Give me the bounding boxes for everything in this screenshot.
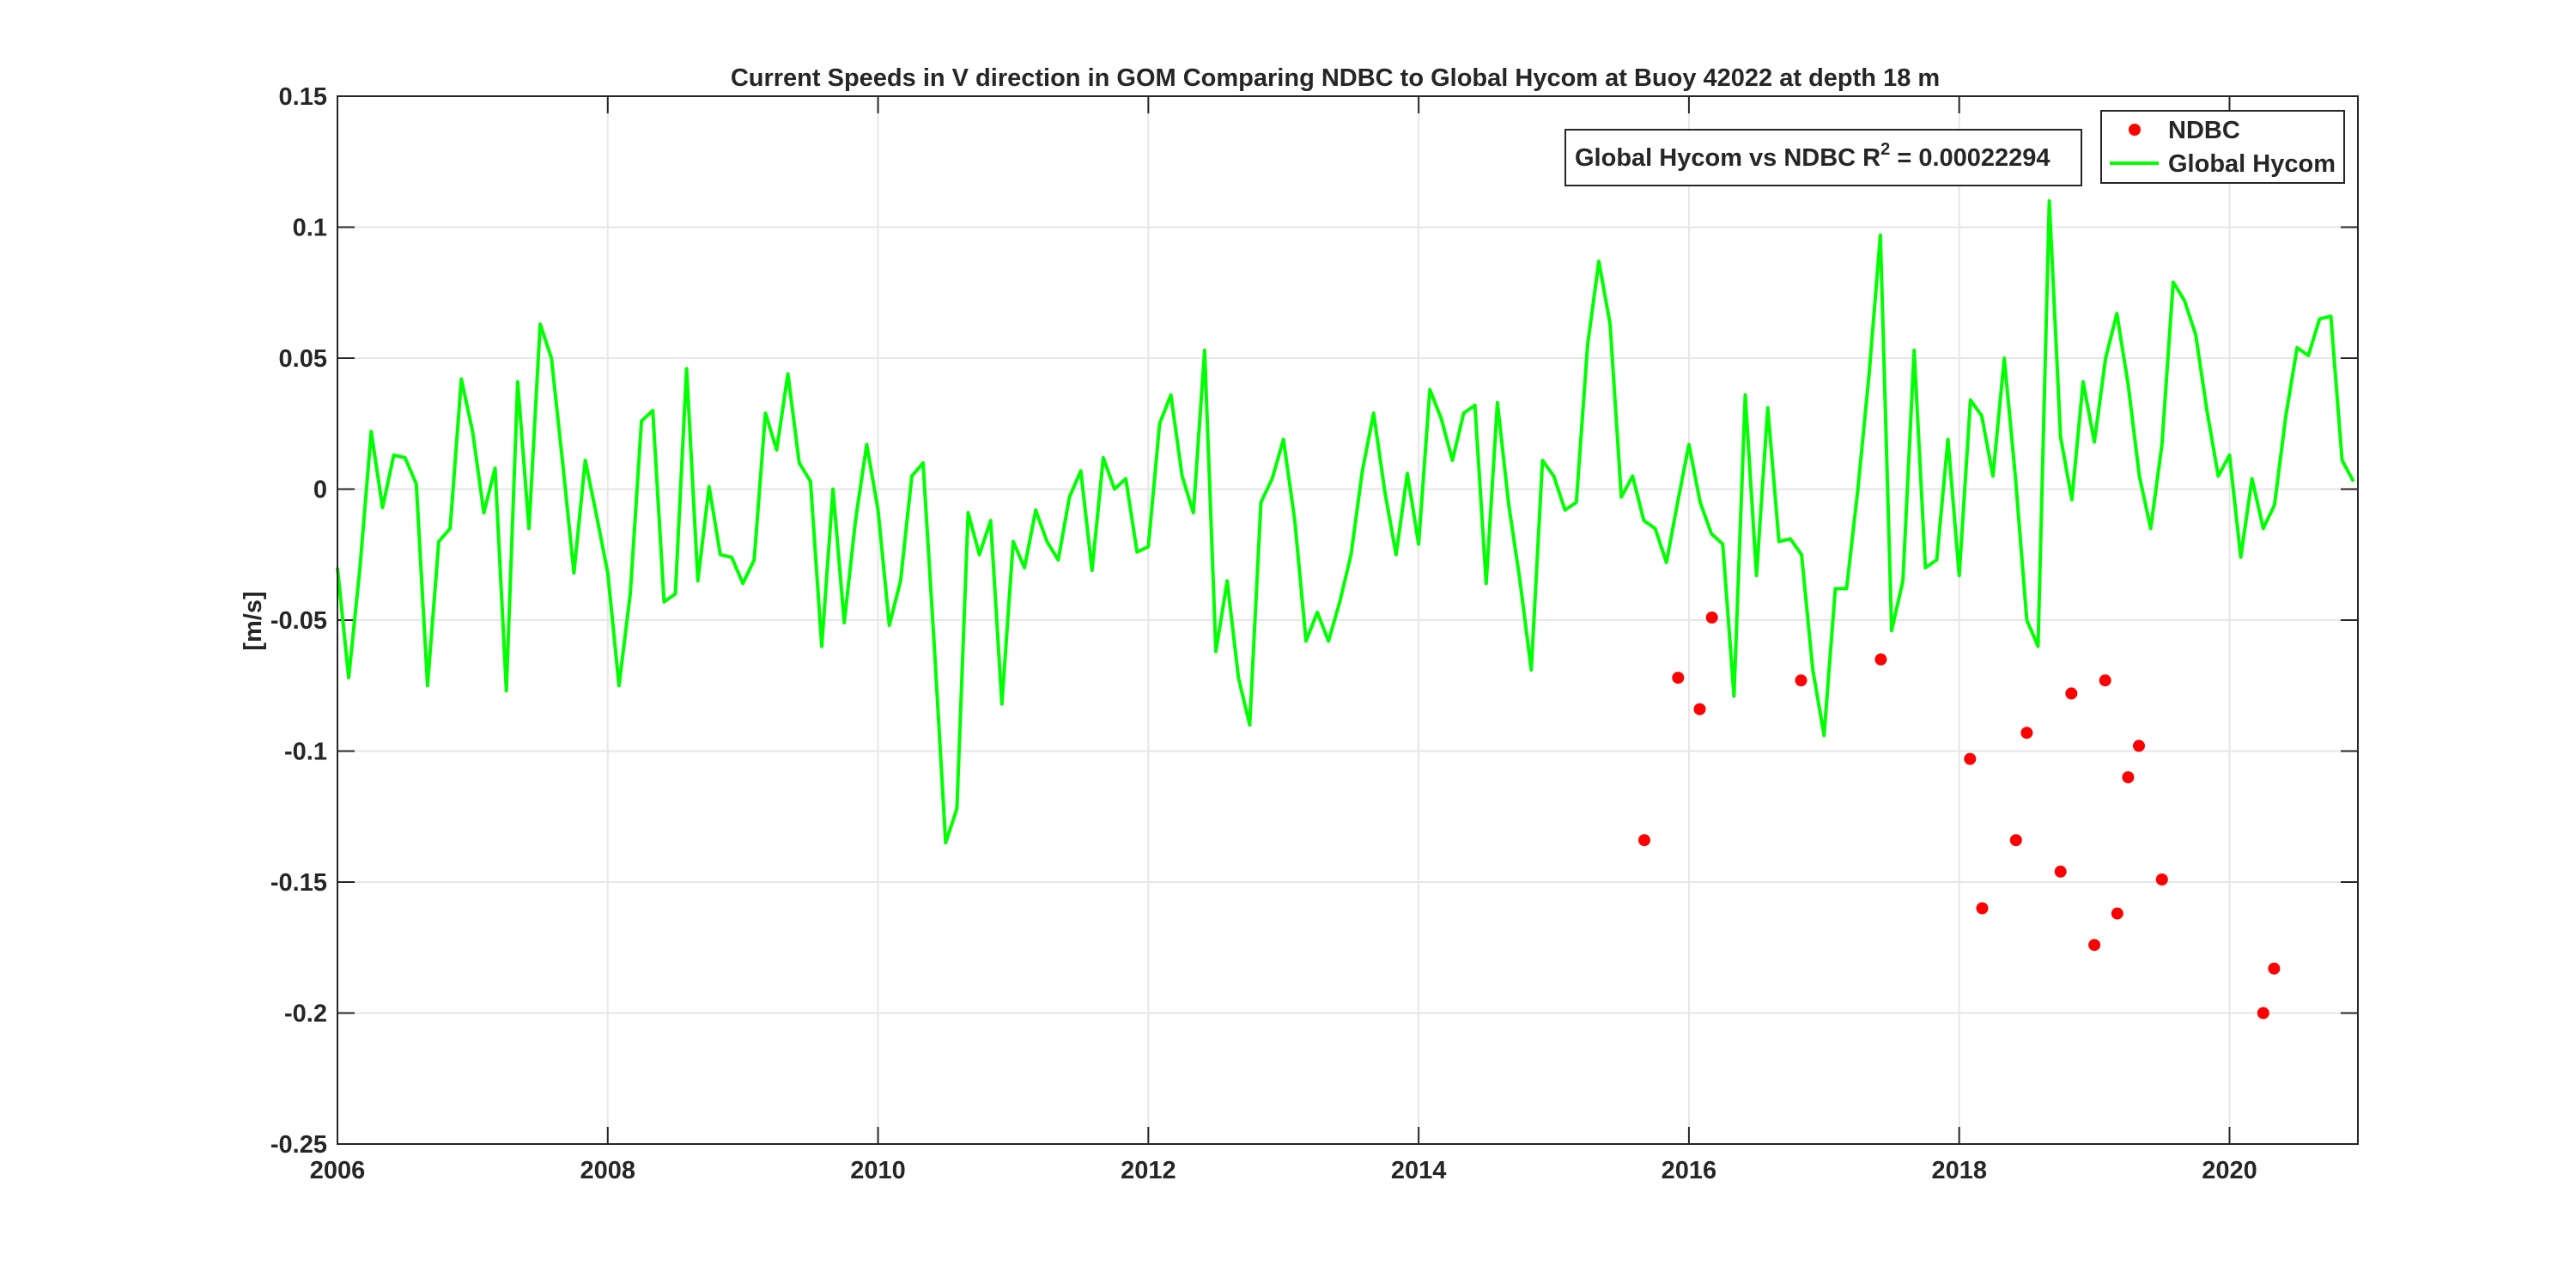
y-tick-label: -0.05 bbox=[270, 607, 327, 635]
x-tick-label: 2008 bbox=[580, 1157, 636, 1184]
ndbc-series bbox=[1638, 612, 2281, 1019]
ndbc-point bbox=[2099, 674, 2111, 687]
ndbc-point bbox=[2088, 939, 2101, 952]
x-tick-label: 2012 bbox=[1121, 1157, 1176, 1184]
x-tick-label: 2018 bbox=[1931, 1157, 1987, 1184]
legend-label-ndbc: NDBC bbox=[2168, 117, 2240, 144]
x-tick-label: 2020 bbox=[2202, 1157, 2257, 1184]
ndbc-point bbox=[1874, 653, 1887, 666]
ndbc-point bbox=[2133, 739, 2145, 752]
legend-label-global-hycom: Global Hycom bbox=[2168, 150, 2336, 178]
ndbc-point bbox=[1672, 672, 1685, 685]
y-axis-label: [m/s] bbox=[240, 591, 267, 650]
y-tick-label: -0.15 bbox=[270, 869, 327, 897]
ndbc-point bbox=[1693, 703, 1706, 715]
x-tick-label: 2006 bbox=[310, 1157, 366, 1184]
global-hycom-line bbox=[336, 199, 2355, 845]
x-tick-label: 2016 bbox=[1662, 1157, 1717, 1184]
ndbc-point bbox=[2009, 834, 2022, 847]
legend: NDBC Global Hycom bbox=[2100, 110, 2345, 184]
ndbc-point bbox=[2054, 865, 2067, 878]
y-tick-label: -0.1 bbox=[284, 739, 327, 766]
ndbc-point bbox=[2122, 771, 2135, 783]
y-tick-label: 0.15 bbox=[279, 83, 327, 111]
ndbc-point bbox=[1964, 752, 1977, 765]
ndbc-point bbox=[2257, 1007, 2269, 1019]
annotation-suffix: = 0.00022294 bbox=[1890, 144, 2050, 172]
x-tick-label: 2014 bbox=[1391, 1157, 1447, 1184]
y-tick-label: -0.2 bbox=[284, 1001, 327, 1028]
annotation-prefix: Global Hycom vs NDBC R bbox=[1575, 144, 1880, 172]
y-tick-labels: -0.25 -0.2 -0.15 -0.1 -0.05 0 0.05 0.1 0.15 bbox=[270, 83, 327, 1159]
x-tick-label: 2010 bbox=[850, 1157, 906, 1184]
annotation-text: Global Hycom vs NDBC R2 = 0.00022294 bbox=[1575, 140, 2050, 172]
global-hycom-series bbox=[336, 199, 2355, 845]
legend-marker-ndbc bbox=[2129, 124, 2141, 136]
annotation-box bbox=[1564, 129, 2082, 186]
chart-title: Current Speeds in V direction in GOM Com… bbox=[731, 64, 1940, 92]
ndbc-point bbox=[2155, 873, 2168, 886]
y-tick-label: 0.05 bbox=[279, 345, 327, 373]
y-tick-label: 0.1 bbox=[293, 215, 327, 242]
x-tick-labels: 2006 2008 2010 2012 2014 2016 2018 2020 bbox=[310, 1157, 2257, 1184]
y-tick-label: 0 bbox=[313, 477, 327, 504]
ndbc-point bbox=[1976, 902, 1989, 915]
annotation-superscript: 2 bbox=[1880, 140, 1890, 159]
axes-box bbox=[337, 95, 2359, 1145]
ndbc-point bbox=[2111, 907, 2123, 920]
ndbc-point bbox=[1795, 674, 1807, 687]
legend-box bbox=[2100, 110, 2345, 184]
ndbc-point bbox=[1638, 834, 1650, 847]
ndbc-point bbox=[1705, 612, 1718, 624]
ndbc-point bbox=[2268, 962, 2281, 975]
y-tick-label: -0.25 bbox=[270, 1131, 327, 1159]
r-squared-annotation: Global Hycom vs NDBC R2 = 0.00022294 bbox=[1564, 129, 2082, 186]
ndbc-point bbox=[2065, 687, 2078, 700]
ndbc-point bbox=[2020, 727, 2033, 739]
